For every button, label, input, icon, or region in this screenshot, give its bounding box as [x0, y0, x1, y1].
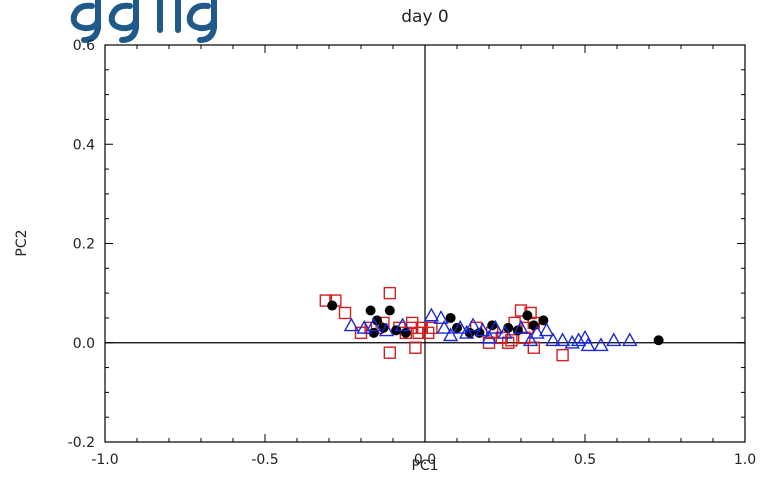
series-filled-circle [327, 300, 664, 346]
data-point-triangle [564, 334, 580, 349]
data-point-triangle [433, 309, 449, 324]
data-point-triangle [538, 322, 555, 337]
data-point-circle [365, 305, 376, 316]
data-point-triangle [474, 322, 491, 337]
series-triangle [343, 307, 638, 352]
data-point-triangle [442, 327, 459, 342]
data-point-triangle [577, 329, 593, 344]
x-tick-label: -1.0 [91, 452, 118, 468]
data-point-circle [384, 305, 395, 316]
data-point-circle [522, 310, 533, 321]
x-axis-label: PC1 [411, 458, 438, 474]
data-point-triangle [343, 317, 360, 332]
data-point-triangle [522, 332, 539, 347]
data-point-triangle [458, 324, 475, 339]
data-points [319, 286, 664, 362]
data-point-triangle [366, 317, 382, 332]
data-point-square [518, 331, 531, 344]
data-point-square [383, 286, 396, 300]
x-tick-label: 0.0 [414, 452, 436, 468]
x-tick-label: 0.5 [574, 452, 596, 468]
data-point-square [514, 304, 528, 317]
data-point-circle [327, 300, 338, 311]
data-point-triangle [436, 319, 452, 334]
data-point-triangle [378, 322, 395, 337]
data-point-triangle [554, 332, 571, 347]
fragment-glyph-2 [81, 0, 101, 43]
y-tick-label: 0.0 [73, 336, 95, 352]
data-point-circle [653, 335, 664, 346]
data-point-square [383, 346, 396, 359]
data-point-square [502, 336, 515, 349]
data-point-square [527, 341, 540, 354]
data-point-circle [372, 315, 382, 326]
data-point-triangle [593, 337, 609, 352]
data-point-square [338, 306, 352, 320]
data-point-triangle [423, 307, 440, 322]
cropped-heading-fragment [70, 0, 217, 43]
data-point-circle [528, 320, 539, 331]
data-point-circle [538, 315, 549, 326]
y-axis-label: PC2 [14, 229, 30, 256]
fragment-glyph-6 [186, 0, 217, 43]
data-point-square [556, 348, 569, 362]
data-point-triangle [487, 319, 504, 334]
x-tick-label: 1.0 [734, 452, 756, 468]
data-point-square [425, 321, 438, 335]
data-point-triangle [545, 332, 561, 347]
data-point-triangle [452, 319, 468, 334]
data-point-square [406, 316, 419, 330]
data-point-circle [503, 322, 514, 333]
data-point-square [505, 334, 518, 347]
y-tick-label: -0.2 [68, 435, 95, 451]
data-point-triangle [356, 319, 372, 334]
data-point-triangle [481, 329, 497, 344]
data-point-triangle [497, 324, 513, 339]
x-tick-label: -0.5 [251, 452, 278, 468]
y-tick-label: 0.6 [73, 38, 95, 54]
data-point-triangle [606, 332, 622, 347]
tick-labels: -1.0 -0.5 0.0 0.5 1.0 -0.2 0.0 0.2 0.4 0.6 [68, 38, 756, 468]
tick-marks [104, 44, 746, 443]
fragment-glyph-1 [70, 2, 101, 32]
data-point-square [409, 341, 422, 354]
data-point-triangle [529, 324, 545, 339]
data-point-circle [400, 327, 411, 338]
y-tick-label: 0.2 [73, 237, 95, 253]
y-tick-label: 0.4 [73, 137, 95, 153]
data-point-square [319, 294, 332, 307]
data-point-triangle [570, 332, 587, 347]
chart-title: day 0 [401, 7, 449, 27]
fragment-glyph-3 [108, 0, 139, 43]
data-point-triangle [465, 317, 481, 332]
data-point-triangle [580, 337, 596, 352]
data-point-triangle [394, 317, 411, 332]
data-point-triangle [622, 332, 638, 347]
data-point-triangle [513, 319, 529, 334]
data-point-circle [445, 312, 456, 323]
